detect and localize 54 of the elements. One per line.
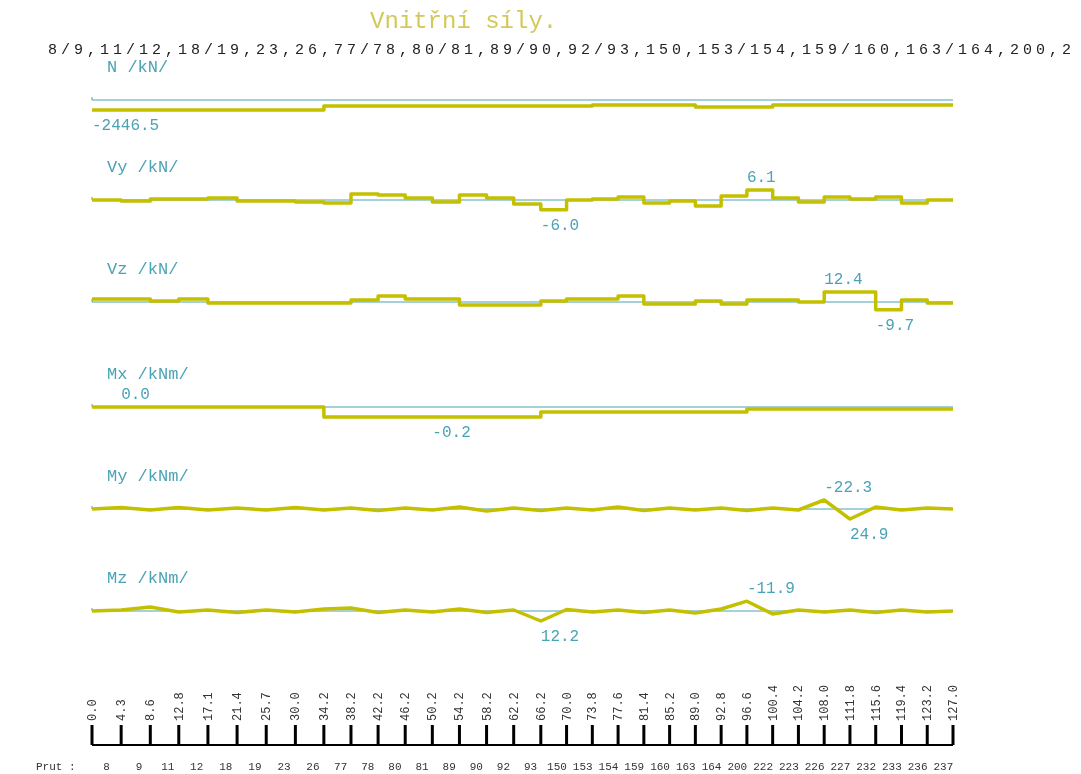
y-axis-title: My /kNm/: [107, 467, 189, 486]
y-axis-title: Vz /kN/: [107, 260, 179, 279]
y-axis-title: Mz /kNm/: [107, 569, 189, 588]
chart-subtitle: 8/9,11/12,18/19,23,26,77/78,80/81,89/90,92/93,150,153/154,159/160,163/164,200,2: [48, 42, 1076, 59]
x-tick-label: 85.2: [663, 692, 678, 721]
annotation: 0.0: [121, 386, 150, 404]
x-tick-label: 4.3: [115, 699, 130, 721]
x-tick-label: 73.8: [586, 692, 601, 721]
annotation: 12.2: [540, 628, 580, 646]
annotation: 12.4: [824, 271, 863, 289]
x-tick-label: 54.2: [453, 692, 468, 721]
y-axis-title: Mx /kNm/: [107, 365, 189, 384]
x-tick-label: 100.4: [766, 684, 781, 721]
annotation: 6.1: [746, 169, 776, 187]
x-tick-label: 96.6: [740, 692, 755, 721]
annotation: -6.0: [540, 216, 580, 235]
x-tick-label: 42.2: [372, 692, 387, 721]
x-tick-label: 89.0: [689, 692, 704, 721]
annotation: -11.9: [746, 580, 795, 599]
x-tick-label: 119.4: [895, 684, 910, 721]
text: 8 9 11 12 18 19 23 26 77 78 80 81 89 90 92 93 150 153 154 159 160 163 164 200 222 223 226 227 232 233 236 237: [103, 761, 954, 773]
annotation: 24.9: [849, 526, 889, 544]
x-tick-label: 58.2: [480, 692, 495, 721]
x-tick-label: 46.2: [399, 692, 414, 721]
x-tick-label: 50.2: [426, 692, 441, 721]
x-tick-label: 66.2: [534, 692, 549, 721]
x-tick-label: 111.8: [843, 684, 858, 721]
x-tick-label: 104.2: [792, 684, 807, 721]
y-axis-title: N /kN/: [107, 58, 169, 77]
x-tick-label: 127.0: [947, 684, 961, 721]
x-tick-label: 81.4: [637, 692, 652, 721]
x-tick-label: 38.2: [344, 692, 359, 721]
x-tick-label: 0.0: [86, 699, 100, 721]
x-tick-label: 77.6: [612, 692, 627, 721]
x-tick-label: 34.2: [317, 692, 332, 721]
annotation: -2446.5: [92, 117, 160, 135]
x-tick-label: 30.0: [289, 692, 304, 721]
x-tick-label: 70.0: [560, 692, 575, 721]
x-tick-label: 62.2: [507, 692, 522, 721]
x-tick-label: 17.1: [201, 692, 216, 721]
text: Prut :: [36, 761, 76, 773]
x-tick-label: 108.0: [818, 684, 833, 721]
x-tick-label: 12.8: [172, 692, 187, 721]
annotation: -9.7: [875, 316, 915, 335]
annotation: -0.2: [432, 424, 471, 442]
y-axis-title: Vy /kN/: [107, 158, 179, 177]
x-tick-label: 8.6: [144, 699, 159, 721]
x-tick-label: 92.8: [715, 692, 730, 721]
annotation: -22.3: [824, 479, 873, 497]
x-tick-label: 21.4: [231, 692, 246, 721]
chart-title: Vnitřní síly.: [370, 8, 558, 35]
x-tick-label: 115.6: [869, 684, 884, 721]
x-tick-label: 25.7: [260, 692, 275, 721]
x-tick-label: 123.2: [921, 684, 936, 721]
